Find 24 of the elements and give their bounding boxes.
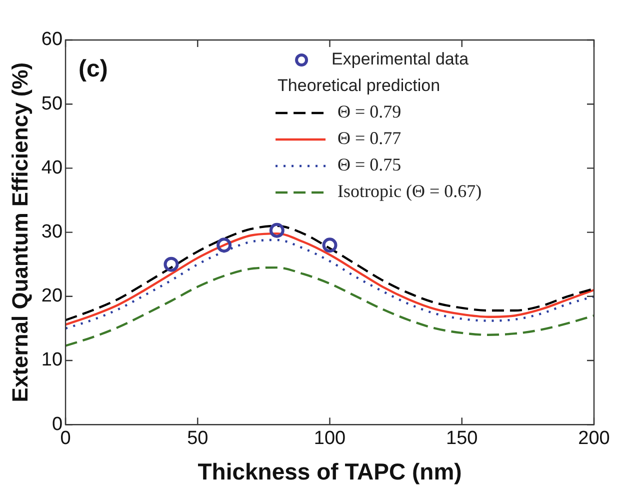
line-series: [66, 266, 594, 347]
y-axis-title: External Quantum Efficiency (%): [7, 62, 32, 402]
y-tick-label: 10: [41, 350, 63, 371]
x-tick-label: 100: [314, 428, 346, 450]
annotation: (c): [78, 56, 108, 83]
legend-label: Isotropic (Θ = 0.67): [338, 181, 482, 202]
y-tick-label: 20: [41, 286, 63, 307]
y-tick-label: 30: [41, 222, 63, 243]
y-tick-label: 60: [41, 29, 63, 50]
legend-label: Θ = 0.79: [338, 102, 402, 122]
annotation: Theoretical prediction: [278, 76, 440, 96]
legend-label: Θ = 0.75: [338, 154, 402, 175]
point: [269, 222, 284, 238]
legend-label: Experimental data: [332, 50, 470, 69]
point: [164, 256, 179, 272]
point: [216, 238, 232, 253]
point: [322, 238, 338, 253]
x-axis-title: Thickness of TAPC (nm): [198, 458, 462, 485]
y-tick-label: 40: [41, 157, 63, 178]
legend-label: Θ = 0.77: [338, 128, 402, 148]
y-tick-label: 50: [41, 93, 63, 114]
x-tick-label: 150: [446, 428, 478, 450]
x-tick-label: 50: [187, 428, 208, 450]
x-tick-label: 200: [578, 428, 610, 450]
